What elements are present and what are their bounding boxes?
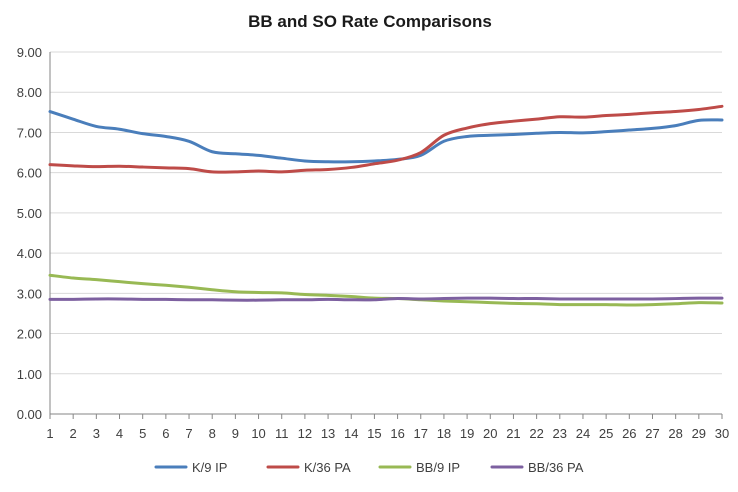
x-tick-label: 3 <box>93 426 100 441</box>
legend-label: BB/36 PA <box>528 460 584 475</box>
legend-item-k-36-pa: K/36 PA <box>266 460 351 475</box>
x-tick-label: 17 <box>414 426 428 441</box>
x-tick-label: 15 <box>367 426 381 441</box>
x-tick-label: 23 <box>553 426 567 441</box>
x-tick-label: 30 <box>715 426 729 441</box>
x-tick-label: 21 <box>506 426 520 441</box>
x-tick-label: 26 <box>622 426 636 441</box>
legend-label: K/9 IP <box>192 460 227 475</box>
x-tick-label: 9 <box>232 426 239 441</box>
legend-item-bb-36-pa: BB/36 PA <box>490 460 584 475</box>
x-tick-label: 28 <box>668 426 682 441</box>
x-tick-label: 24 <box>576 426 590 441</box>
x-tick-label: 19 <box>460 426 474 441</box>
x-axis-ticks: 1 2 3 4 5 6 7 8 9 10 11 12 13 14 15 16 17 18 19 20 21 22 23 24 2… <box>46 414 729 441</box>
series-line-k-9-ip <box>48 110 724 164</box>
y-tick-label: 2.00 <box>17 327 42 342</box>
x-tick-label: 20 <box>483 426 497 441</box>
x-tick-label: 7 <box>185 426 192 441</box>
x-tick-label: 4 <box>116 426 123 441</box>
x-tick-label: 8 <box>209 426 216 441</box>
x-tick-label: 25 <box>599 426 613 441</box>
x-tick-label: 11 <box>275 426 289 441</box>
x-tick-label: 14 <box>344 426 358 441</box>
x-tick-label: 22 <box>529 426 543 441</box>
x-tick-label: 2 <box>70 426 77 441</box>
legend-label: BB/9 IP <box>416 460 460 475</box>
legend: K/9 IP K/36 PA BB/9 IP BB/36 PA <box>154 460 584 475</box>
legend-item-bb-9-ip: BB/9 IP <box>378 460 460 475</box>
x-tick-label: 6 <box>162 426 169 441</box>
x-tick-label: 27 <box>645 426 659 441</box>
x-tick-label: 12 <box>298 426 312 441</box>
y-tick-label: 4.00 <box>17 246 42 261</box>
gridlines <box>50 51 722 375</box>
legend-item-k-9-ip: K/9 IP <box>154 460 227 475</box>
axes <box>49 52 722 415</box>
series-line-bb-36-pa <box>48 296 724 302</box>
series-line-k-36-pa <box>48 104 724 174</box>
y-tick-label: 7.00 <box>17 125 42 140</box>
x-tick-label: 18 <box>437 426 451 441</box>
x-tick-label: 16 <box>390 426 404 441</box>
y-tick-label: 3.00 <box>17 286 42 301</box>
y-tick-label: 6.00 <box>17 166 42 181</box>
y-tick-label: 1.00 <box>17 367 42 382</box>
series-lines <box>48 104 724 307</box>
legend-label: K/36 PA <box>304 460 351 475</box>
x-tick-label: 5 <box>139 426 146 441</box>
y-tick-label: 9.00 <box>17 45 42 60</box>
chart-title: BB and SO Rate Comparisons <box>248 12 492 31</box>
y-tick-label: 5.00 <box>17 206 42 221</box>
x-tick-label: 10 <box>251 426 265 441</box>
y-tick-label: 8.00 <box>17 85 42 100</box>
y-tick-label: 0.00 <box>17 407 42 422</box>
x-tick-label: 1 <box>46 426 53 441</box>
y-axis-ticks: 0.00 1.00 2.00 3.00 4.00 5.00 6.00 7.00 8.00 9.00 <box>17 45 42 422</box>
x-tick-label: 29 <box>692 426 706 441</box>
x-tick-label: 13 <box>321 426 335 441</box>
